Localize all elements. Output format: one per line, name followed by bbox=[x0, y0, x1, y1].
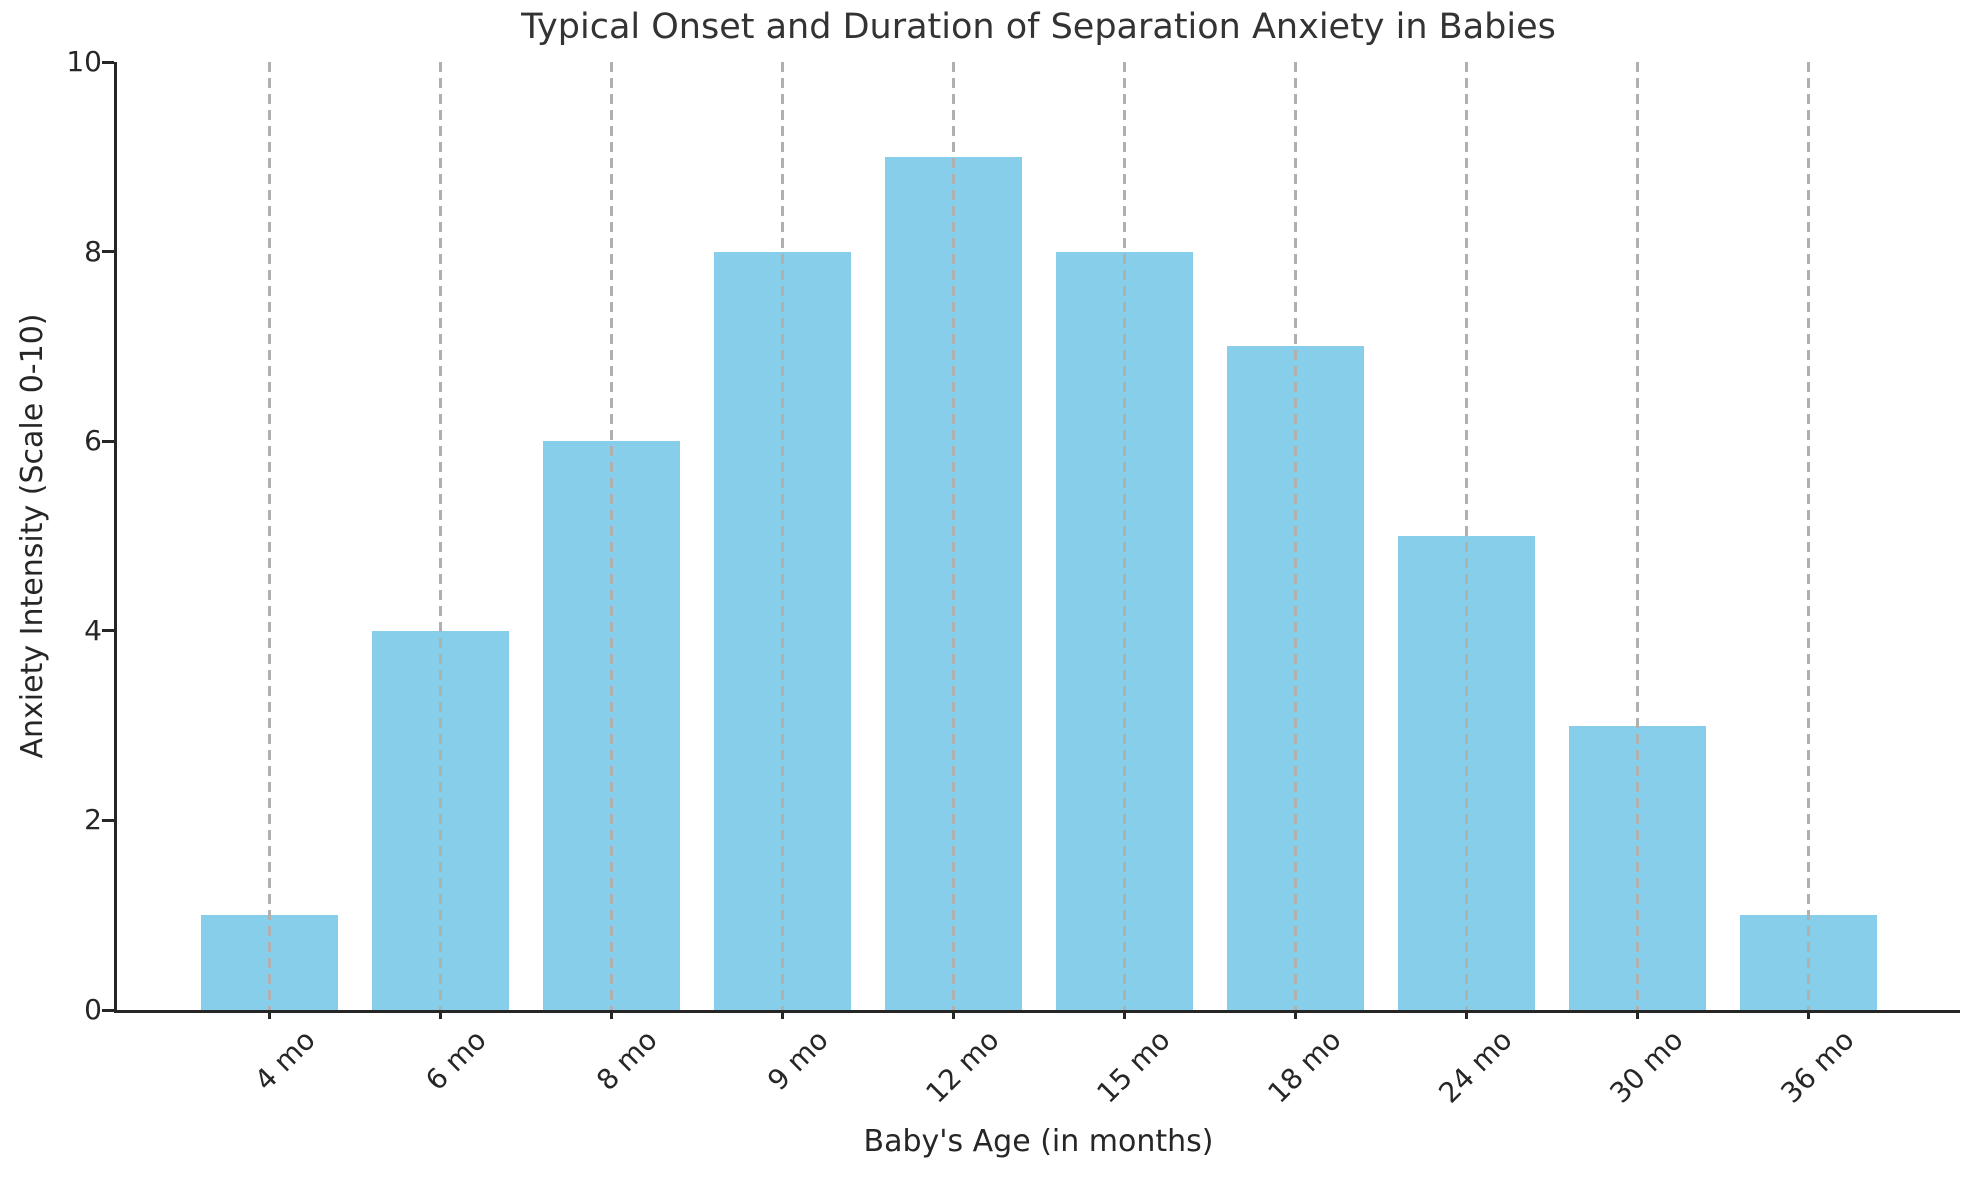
x-tick-12-mo bbox=[951, 1010, 955, 1019]
y-tick-label-6: 6 bbox=[84, 424, 102, 458]
x-axis-spine bbox=[114, 1010, 1960, 1013]
x-tick-label-9-mo: 9 mo bbox=[760, 1023, 835, 1097]
y-axis-label: Anxiety Intensity (Scale 0-10) bbox=[15, 313, 50, 759]
plot-area bbox=[114, 62, 1960, 1013]
x-tick-label-12-mo: 12 mo bbox=[919, 1023, 1006, 1110]
x-tick-label-15-mo: 15 mo bbox=[1090, 1023, 1177, 1110]
y-tick-label-8: 8 bbox=[84, 234, 102, 268]
y-tick-label-10: 10 bbox=[66, 45, 102, 78]
x-tick-label-18-mo: 18 mo bbox=[1261, 1023, 1348, 1110]
x-tick-18-mo bbox=[1293, 1010, 1297, 1019]
x-tick-label-4-mo: 4 mo bbox=[247, 1023, 322, 1097]
x-tick-6-mo bbox=[438, 1010, 442, 1019]
x-tick-24-mo bbox=[1464, 1010, 1468, 1019]
y-tick-label-0: 0 bbox=[84, 993, 102, 1026]
gridline-24-mo bbox=[1464, 62, 1468, 1010]
gridline-18-mo bbox=[1293, 62, 1297, 1010]
x-tick-label-24-mo: 24 mo bbox=[1432, 1023, 1519, 1110]
x-tick-label-36-mo: 36 mo bbox=[1774, 1023, 1861, 1110]
x-axis-label: Baby's Age (in months) bbox=[863, 1124, 1214, 1159]
y-tick-4 bbox=[102, 629, 114, 633]
x-tick-30-mo bbox=[1635, 1010, 1639, 1019]
gridline-4-mo bbox=[267, 62, 271, 1010]
y-axis-spine bbox=[114, 62, 117, 1013]
x-tick-label-8-mo: 8 mo bbox=[589, 1023, 664, 1097]
y-tick-2 bbox=[102, 818, 114, 822]
y-tick-10 bbox=[102, 60, 114, 64]
x-tick-label-30-mo: 30 mo bbox=[1603, 1023, 1690, 1110]
gridline-12-mo bbox=[951, 62, 955, 1010]
y-tick-label-4: 4 bbox=[84, 613, 102, 647]
x-tick-36-mo bbox=[1806, 1010, 1810, 1019]
y-tick-label-2: 2 bbox=[84, 803, 102, 837]
y-tick-6 bbox=[102, 439, 114, 443]
x-tick-15-mo bbox=[1122, 1010, 1126, 1019]
y-tick-8 bbox=[102, 250, 114, 254]
gridline-15-mo bbox=[1122, 62, 1126, 1010]
x-tick-4-mo bbox=[267, 1010, 271, 1019]
x-tick-label-6-mo: 6 mo bbox=[418, 1023, 493, 1097]
gridline-6-mo bbox=[438, 62, 442, 1010]
gridline-30-mo bbox=[1635, 62, 1639, 1010]
x-tick-9-mo bbox=[780, 1010, 784, 1019]
gridline-36-mo bbox=[1806, 62, 1810, 1010]
gridline-9-mo bbox=[780, 62, 784, 1010]
x-tick-8-mo bbox=[609, 1010, 613, 1019]
y-tick-0 bbox=[102, 1008, 114, 1012]
chart-title: Typical Onset and Duration of Separation… bbox=[521, 7, 1556, 47]
gridline-8-mo bbox=[609, 62, 613, 1010]
